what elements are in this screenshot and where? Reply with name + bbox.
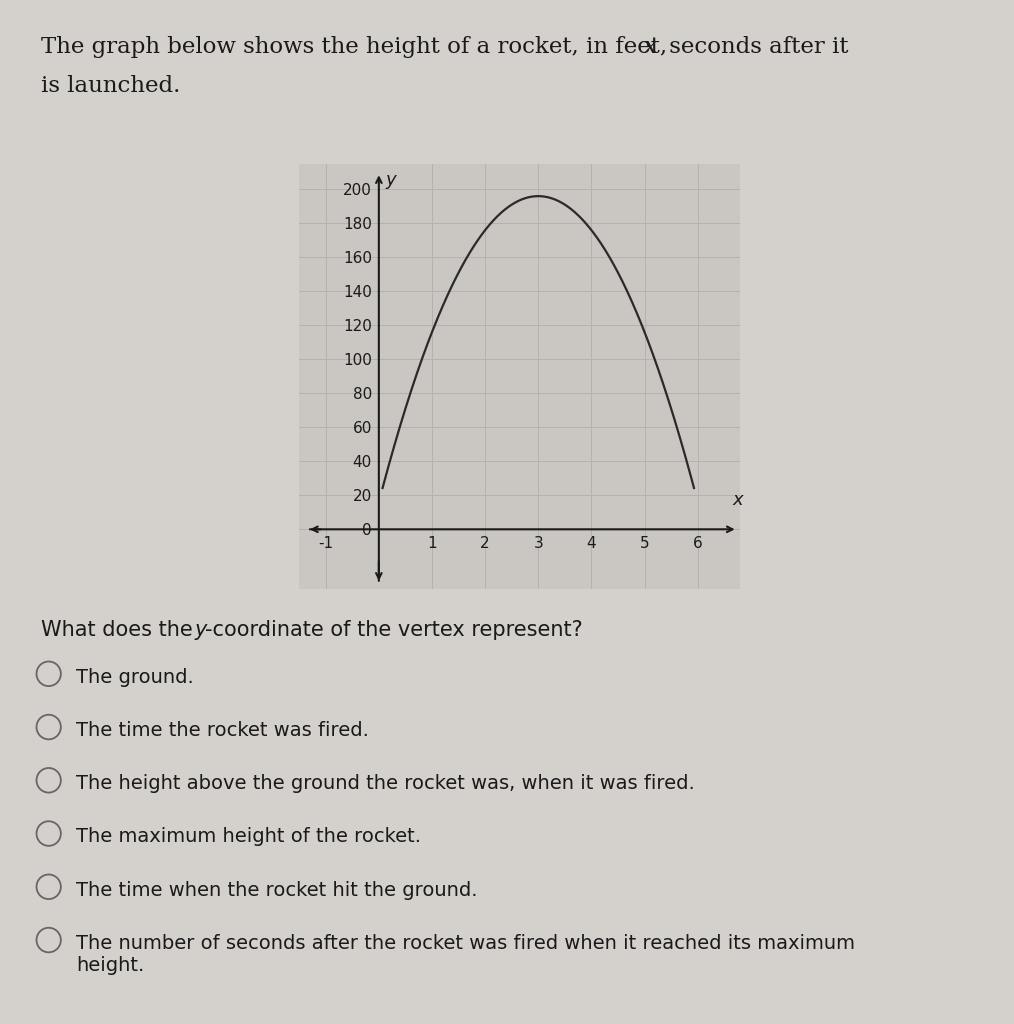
Text: y: y [385, 171, 395, 188]
Text: The maximum height of the rocket.: The maximum height of the rocket. [76, 827, 421, 847]
Text: The graph below shows the height of a rocket, in feet,: The graph below shows the height of a ro… [41, 36, 674, 57]
Text: The number of seconds after the rocket was fired when it reached its maximum
hei: The number of seconds after the rocket w… [76, 934, 855, 975]
Text: The time the rocket was fired.: The time the rocket was fired. [76, 721, 369, 740]
Text: The height above the ground the rocket was, when it was fired.: The height above the ground the rocket w… [76, 774, 695, 794]
Text: x: x [644, 36, 657, 57]
Text: is launched.: is launched. [41, 75, 179, 96]
Text: What does the: What does the [41, 620, 199, 640]
Text: seconds after it: seconds after it [662, 36, 849, 57]
Text: -coordinate of the vertex represent?: -coordinate of the vertex represent? [205, 620, 583, 640]
Text: The time when the rocket hit the ground.: The time when the rocket hit the ground. [76, 881, 478, 900]
Text: y: y [195, 620, 207, 640]
Text: The ground.: The ground. [76, 668, 194, 687]
Text: x: x [732, 490, 743, 509]
